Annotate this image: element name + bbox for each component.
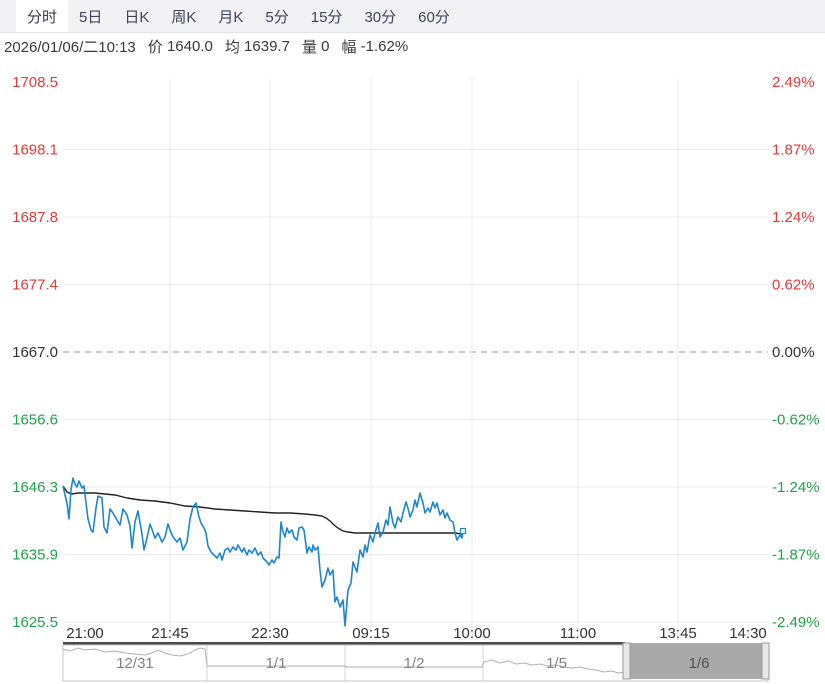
y-axis-price-label: 1687.8	[12, 209, 58, 226]
navigator-left-handle[interactable]	[622, 642, 631, 680]
tab-8[interactable]: 60分	[418, 8, 450, 26]
x-axis-label: 21:00	[66, 625, 104, 642]
tabbar-left-pad	[0, 0, 16, 32]
y-axis-percent-label: 0.00%	[772, 344, 815, 361]
x-axis-label: 14:30	[729, 625, 767, 642]
price-label: 价	[147, 38, 163, 56]
x-axis-label: 11:00	[560, 625, 596, 642]
y-axis-percent-label: -1.87%	[772, 547, 820, 564]
tab-4[interactable]: 月K	[218, 8, 244, 26]
tab-6[interactable]: 15分	[310, 8, 343, 26]
y-axis-price-label: 1708.5	[12, 74, 58, 91]
average-label: 均	[224, 38, 240, 56]
y-axis-price-label: 1646.3	[12, 479, 58, 496]
tab-2[interactable]: 日K	[124, 8, 150, 26]
navigator-date-label: 1/6	[689, 655, 710, 672]
change-value: -1.62%	[360, 37, 409, 55]
price-line	[62, 477, 464, 627]
y-axis-price-label: 1677.4	[12, 277, 58, 294]
y-axis-percent-label: 1.24%	[772, 209, 815, 226]
y-axis-price-label: 1635.9	[12, 547, 58, 564]
x-axis-label: 22:30	[251, 625, 289, 642]
y-axis-percent-label: 2.49%	[772, 74, 815, 91]
y-axis-percent-label: -1.24%	[772, 479, 820, 496]
y-axis-price-label: 1667.0	[12, 344, 58, 361]
navigator-date-label: 1/1	[266, 655, 287, 672]
y-axis-percent-label: -2.49%	[772, 614, 820, 631]
volume-value: 0	[321, 37, 330, 55]
navigator-selected-range[interactable]	[630, 643, 762, 679]
y-axis-price-label: 1625.5	[12, 614, 58, 631]
navigator-date-label: 1/2	[404, 655, 425, 672]
x-axis-label: 13:45	[659, 625, 697, 642]
navigator-right-handle[interactable]	[761, 642, 770, 680]
tab-1[interactable]: 5日	[79, 8, 103, 26]
chart-plot-area[interactable]	[63, 78, 768, 642]
tab-5[interactable]: 5分	[265, 8, 289, 26]
volume-label: 量	[301, 38, 317, 56]
change-label: 幅	[341, 38, 357, 56]
quote-datetime: 2026/01/06/二10:13	[4, 38, 136, 56]
tab-7[interactable]: 30分	[364, 8, 397, 26]
navigator-date-label: 1/5	[546, 655, 567, 672]
navigator-date-label: 12/31	[116, 655, 154, 672]
x-axis-label: 09:15	[352, 625, 390, 642]
x-axis-label: 10:00	[453, 625, 491, 642]
y-axis-percent-label: 0.62%	[772, 277, 815, 294]
chart-period-tabbar: 分时 5日 日K 周K 月K 5分 15分 30分 60分	[0, 0, 825, 33]
average-value: 1639.7	[244, 37, 290, 55]
current-price-marker	[459, 527, 467, 535]
quote-info-bar: 2026/01/06/二10:13 价 1640.0 均 1639.7 量 0 …	[0, 33, 825, 59]
x-axis-line	[63, 642, 625, 645]
y-axis-price-label: 1656.6	[12, 412, 58, 429]
x-axis-label: 21:45	[151, 625, 189, 642]
y-axis-percent-label: 1.87%	[772, 142, 815, 159]
y-axis-percent-label: -0.62%	[772, 412, 820, 429]
price-value: 1640.0	[166, 37, 213, 55]
y-axis-price-label: 1698.1	[12, 142, 58, 159]
tab-3[interactable]: 周K	[171, 8, 197, 26]
tab-0[interactable]: 分时	[16, 0, 69, 32]
